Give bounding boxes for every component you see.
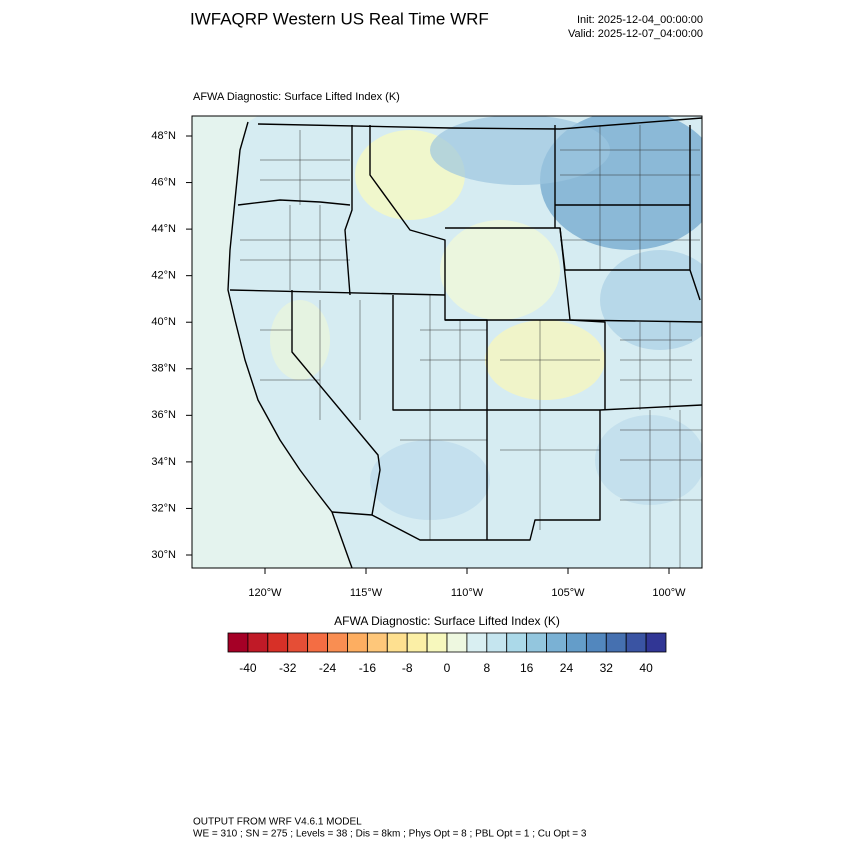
footer-line: OUTPUT FROM WRF V4.6.1 MODEL: [193, 817, 362, 828]
colorbar-box: [466, 632, 488, 653]
county-lines: [240, 125, 702, 568]
lat-label: 46°N: [151, 176, 176, 188]
colorbar-box: [506, 632, 528, 653]
colorbar-tick-label: -8: [402, 661, 413, 675]
colorbar-tick-label: -16: [359, 661, 377, 675]
colorbar-box: [526, 632, 547, 653]
lon-label: 110°W: [451, 587, 484, 599]
valid-time: Valid: 2025-12-07_04:00:00: [568, 28, 703, 40]
colorbar-title: AFWA Diagnostic: Surface Lifted Index (K…: [334, 614, 560, 628]
title: IWFAQRP Western US Real Time WRF: [190, 9, 489, 28]
lat-label: 34°N: [151, 456, 176, 468]
lon-label: 105°W: [551, 587, 585, 599]
lon-label: 115°W: [350, 587, 383, 599]
colorbar-tick-label: 8: [483, 661, 490, 675]
colorbar-box: [287, 632, 309, 653]
map-frame: [191, 115, 703, 569]
lat-label: 30°N: [151, 549, 176, 561]
map-subtitle: AFWA Diagnostic: Surface Lifted Index (K…: [193, 91, 400, 103]
colorbar-box: [645, 632, 667, 653]
lat-label: 32°N: [151, 502, 176, 514]
colorbar-box: [585, 632, 607, 653]
shade: [600, 250, 702, 350]
lat-label: 38°N: [151, 363, 176, 375]
colorbar-tick-label: 32: [600, 661, 614, 675]
shade: [440, 220, 560, 320]
lat-labels: 48°N 46°N 44°N 42°N 40°N 38°N 36°N 34°N 32°N 30°N: [151, 130, 192, 561]
lon-label: 120°W: [248, 587, 282, 599]
colorbar-box: [227, 632, 249, 653]
map: [192, 116, 702, 568]
colorbar-tick-label: -32: [279, 661, 297, 675]
colorbar-tick-label: -24: [319, 661, 337, 675]
colorbar-box: [605, 632, 627, 653]
lon-labels: 120°W 115°W 110°W 105°W 100°W: [248, 568, 686, 599]
colorbar-box: [486, 632, 508, 653]
colorbar-box: [546, 632, 567, 653]
colorbar-box: [625, 632, 647, 653]
colorbar-box: [366, 632, 388, 653]
colorbar-box: [566, 632, 587, 653]
lat-label: 48°N: [151, 130, 176, 142]
colorbar-box: [247, 632, 269, 653]
colorbar-tick-label: -40: [239, 661, 257, 675]
colorbar-tick-label: 0: [444, 661, 451, 675]
lon-label: 100°W: [652, 587, 686, 599]
shade: [430, 116, 610, 185]
lat-label: 44°N: [151, 223, 176, 235]
footer-line: WE = 310 ; SN = 275 ; Levels = 38 ; Dis …: [193, 829, 587, 840]
colorbar-box: [267, 632, 289, 653]
lat-label: 42°N: [151, 270, 176, 282]
colorbar-box: [327, 632, 348, 653]
init-time: Init: 2025-12-04_00:00:00: [577, 14, 703, 26]
colorbar-box: [426, 632, 448, 653]
state-borders: [227, 117, 702, 568]
colorbar-box: [347, 632, 368, 653]
lat-label: 36°N: [151, 409, 176, 421]
colorbar-tick-label: 16: [520, 661, 534, 675]
colorbar: -40 -32 -24 -16 -8 0 8 16 24 32 40: [227, 632, 667, 675]
colorbar-box: [307, 632, 328, 653]
colorbar-box: [386, 632, 408, 653]
colorbar-box: [406, 632, 428, 653]
lat-label: 40°N: [151, 316, 176, 328]
colorbar-tick-label: 40: [639, 661, 653, 675]
colorbar-box: [446, 632, 468, 653]
shade: [270, 300, 330, 380]
colorbar-tick-label: 24: [560, 661, 574, 675]
